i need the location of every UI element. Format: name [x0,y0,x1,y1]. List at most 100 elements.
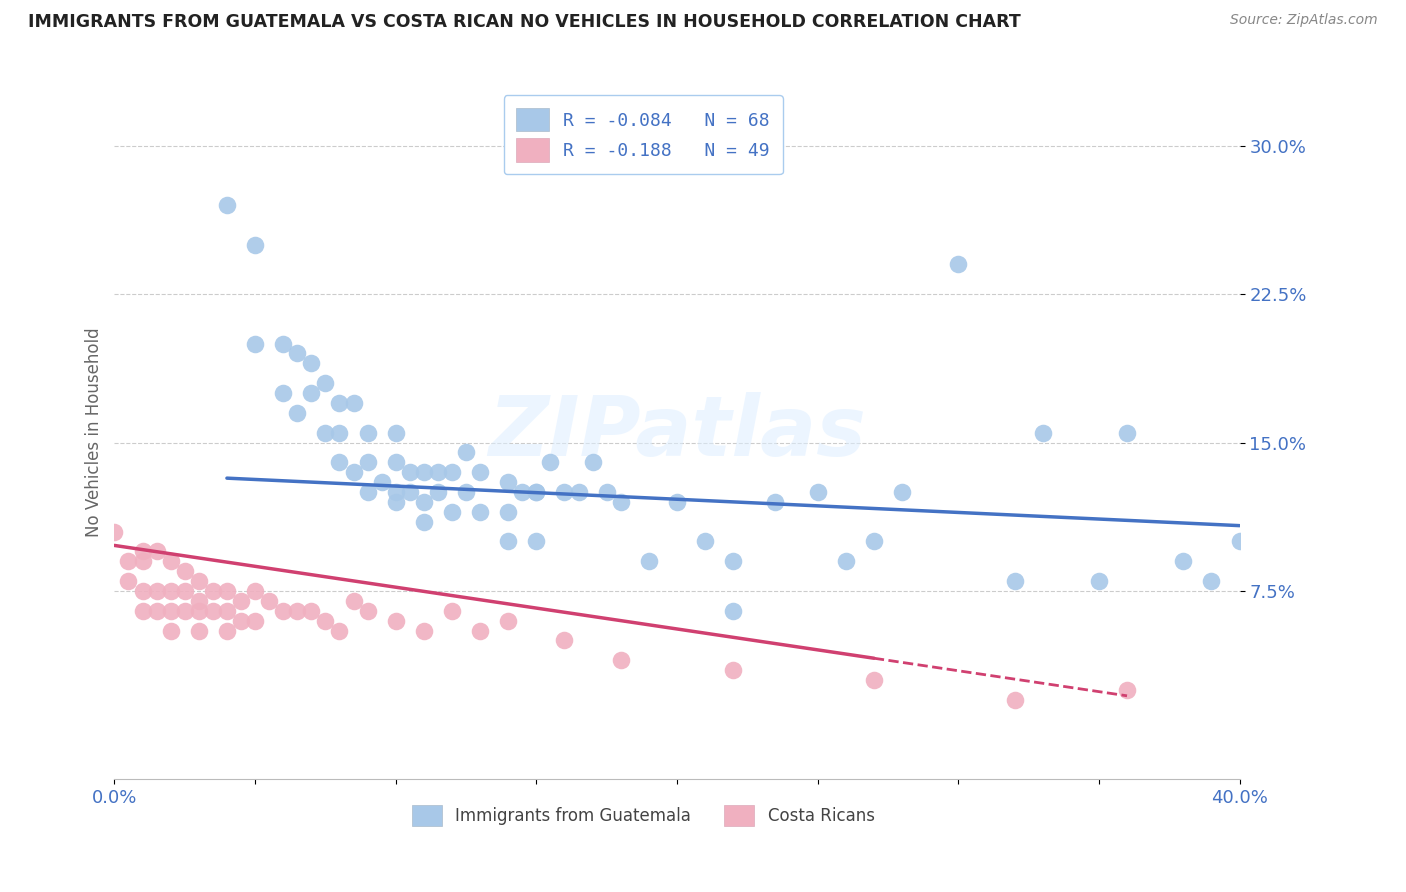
Point [863,673,886,687]
Point [229,614,252,628]
Point [271,336,294,351]
Point [314,376,336,391]
Point [412,495,434,509]
Point [723,604,745,618]
Point [581,455,603,469]
Point [1004,692,1026,706]
Point [723,554,745,568]
Point [285,604,308,618]
Point [524,485,547,500]
Point [468,624,491,638]
Point [328,396,350,410]
Point [440,505,463,519]
Point [538,455,561,469]
Legend: Immigrants from Guatemala, Costa Ricans: Immigrants from Guatemala, Costa Ricans [405,798,882,833]
Point [159,583,181,598]
Point [131,583,153,598]
Point [1088,574,1111,588]
Point [891,485,914,500]
Point [496,475,519,489]
Point [173,583,195,598]
Point [131,604,153,618]
Point [1201,574,1223,588]
Point [637,554,659,568]
Point [370,475,392,489]
Point [356,604,378,618]
Point [1116,682,1139,697]
Point [257,594,280,608]
Point [1173,554,1195,568]
Point [201,604,224,618]
Point [145,544,167,558]
Point [299,356,322,370]
Point [328,455,350,469]
Point [187,604,209,618]
Point [328,425,350,440]
Point [229,594,252,608]
Point [342,594,364,608]
Point [510,485,533,500]
Point [173,564,195,578]
Point [159,554,181,568]
Point [271,386,294,401]
Point [1229,534,1251,549]
Point [187,594,209,608]
Point [609,495,631,509]
Point [356,455,378,469]
Point [468,505,491,519]
Text: ZIPatlas: ZIPatlas [488,392,866,473]
Point [553,633,575,648]
Point [398,465,420,479]
Point [595,485,617,500]
Point [243,583,266,598]
Point [835,554,858,568]
Point [723,663,745,677]
Point [328,624,350,638]
Point [693,534,716,549]
Point [187,574,209,588]
Point [384,495,406,509]
Point [215,604,238,618]
Point [243,336,266,351]
Point [215,583,238,598]
Point [285,406,308,420]
Point [426,465,449,479]
Y-axis label: No Vehicles in Household: No Vehicles in Household [86,328,103,538]
Point [496,534,519,549]
Point [567,485,589,500]
Point [187,624,209,638]
Point [271,604,294,618]
Point [384,425,406,440]
Point [468,465,491,479]
Point [342,396,364,410]
Point [145,604,167,618]
Point [173,604,195,618]
Point [948,257,970,271]
Point [356,425,378,440]
Point [454,445,477,459]
Point [145,583,167,598]
Point [117,554,139,568]
Point [412,465,434,479]
Point [1004,574,1026,588]
Text: Source: ZipAtlas.com: Source: ZipAtlas.com [1230,13,1378,28]
Point [342,465,364,479]
Point [131,554,153,568]
Point [440,604,463,618]
Point [524,485,547,500]
Point [201,583,224,598]
Point [131,544,153,558]
Point [356,485,378,500]
Point [454,485,477,500]
Point [384,485,406,500]
Point [384,614,406,628]
Point [496,505,519,519]
Point [314,425,336,440]
Point [215,198,238,212]
Text: IMMIGRANTS FROM GUATEMALA VS COSTA RICAN NO VEHICLES IN HOUSEHOLD CORRELATION CH: IMMIGRANTS FROM GUATEMALA VS COSTA RICAN… [28,13,1021,31]
Point [609,653,631,667]
Point [524,534,547,549]
Point [299,386,322,401]
Point [765,495,787,509]
Point [103,524,125,539]
